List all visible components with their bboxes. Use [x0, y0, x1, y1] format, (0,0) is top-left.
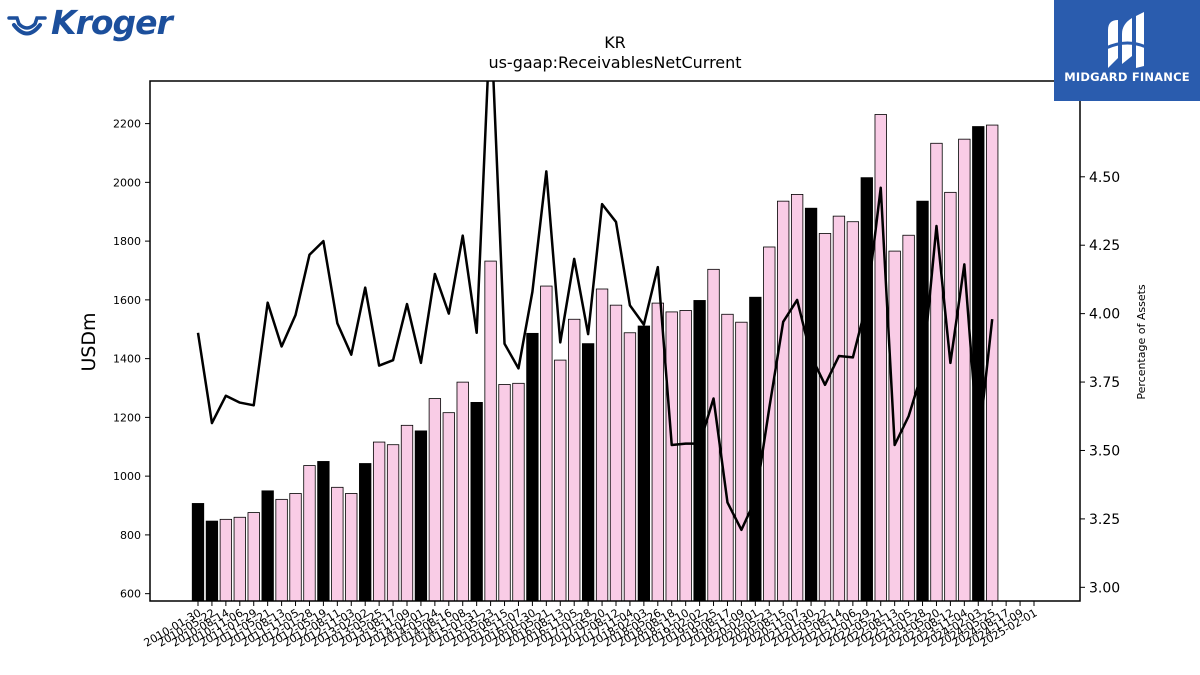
y-tick-label: 1200	[113, 411, 141, 424]
bar-quarter	[442, 412, 455, 602]
bar-annual	[191, 503, 205, 602]
bar-annual	[749, 296, 762, 602]
bar-quarter	[735, 321, 748, 602]
bar-annual	[693, 300, 706, 602]
chart-subtitle: us-gaap:ReceivablesNetCurrent	[488, 53, 741, 72]
bar-quarter	[512, 382, 525, 602]
bar-quarter	[400, 424, 414, 602]
bar-annual	[359, 463, 372, 602]
y-tick-label: 600	[120, 588, 141, 601]
bar-quarter	[303, 465, 316, 602]
bar-quarter	[623, 332, 637, 602]
y-tick-label: 1400	[113, 353, 141, 366]
bar-quarter	[665, 311, 678, 602]
midgard-monogram-icon	[1105, 12, 1149, 68]
bar-annual	[414, 430, 428, 602]
bar-quarter	[498, 384, 511, 602]
bar-annual	[804, 207, 818, 602]
bar-annual	[317, 461, 330, 602]
bar-annual	[860, 177, 873, 602]
y-tick-label: 1800	[113, 235, 141, 248]
bar-quarter	[540, 285, 553, 602]
bar-quarter	[832, 215, 846, 602]
bar-quarter	[456, 381, 469, 602]
bar-quarter	[275, 498, 288, 602]
bar-annual	[972, 126, 985, 602]
bar-quarter	[930, 142, 943, 602]
bar-quarter	[958, 138, 971, 602]
bar-quarter	[609, 304, 623, 602]
bar-annual	[470, 401, 483, 602]
bar-quarter	[679, 310, 692, 602]
bar-quarter	[568, 318, 581, 602]
bar-annual	[205, 520, 219, 602]
bar-quarter	[233, 516, 246, 602]
bar-annual	[581, 343, 595, 602]
y2-tick-label: 3.50	[1089, 443, 1120, 459]
y2-tick-label: 3.75	[1089, 375, 1120, 391]
bar-annual	[261, 490, 274, 602]
bar-quarter	[289, 493, 302, 602]
y-axis-label: USDm	[78, 312, 100, 371]
bar-quarter	[554, 359, 567, 602]
bar-quarter	[651, 302, 664, 602]
chart-title: KR	[604, 33, 626, 52]
midgard-finance-wordmark: MIDGARD FINANCE	[1064, 70, 1190, 84]
bar-quarter	[777, 200, 790, 602]
y-tick-label: 1000	[113, 470, 141, 483]
bar-quarter	[345, 493, 358, 602]
bar-quarter	[247, 512, 260, 602]
plot-frame	[149, 80, 1081, 602]
bar-quarter	[818, 233, 832, 602]
bar-quarter	[428, 398, 442, 602]
bar-quarter	[790, 193, 804, 602]
bar-quarter	[386, 444, 400, 602]
midgard-finance-logo: MIDGARD FINANCE	[1054, 0, 1200, 101]
percentage-of-assets-line	[196, 81, 994, 532]
bar-quarter	[846, 221, 860, 602]
y2-tick-label: 3.25	[1089, 512, 1120, 528]
bar-quarter	[331, 486, 344, 602]
y-tick-label: 2000	[113, 176, 141, 189]
bar-quarter	[595, 288, 609, 602]
bar-annual	[637, 325, 651, 602]
y2-tick-label: 4.25	[1089, 238, 1120, 254]
bar-annual	[916, 200, 929, 602]
bar-quarter	[219, 518, 233, 602]
bar-quarter	[944, 191, 957, 602]
y2-tick-label: 3.00	[1089, 580, 1120, 596]
y-tick-label: 2200	[113, 118, 141, 131]
bar-annual	[526, 332, 539, 602]
y2-tick-label: 4.00	[1089, 307, 1120, 323]
bar-quarter	[372, 441, 386, 602]
bar-quarter	[763, 246, 776, 602]
y-tick-label: 800	[120, 529, 141, 542]
bar-quarter	[484, 260, 497, 602]
bar-quarter	[721, 313, 734, 602]
kroger-logo: Kroger	[4, 3, 173, 54]
y2-tick-label: 4.50	[1089, 170, 1120, 186]
kroger-smile-icon	[7, 16, 47, 36]
y2-axis-label: Percentage of Assets	[1135, 284, 1148, 400]
y-tick-label: 1600	[113, 294, 141, 307]
